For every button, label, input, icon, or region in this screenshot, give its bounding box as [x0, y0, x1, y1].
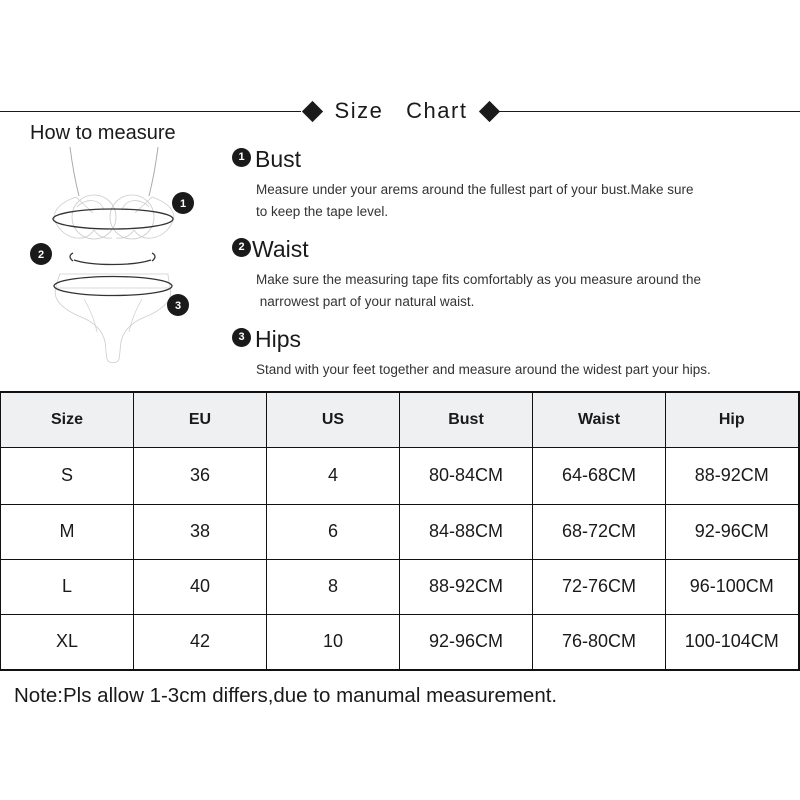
svg-text:3: 3	[175, 300, 181, 312]
svg-text:2: 2	[38, 249, 44, 261]
svg-text:1: 1	[180, 198, 186, 210]
